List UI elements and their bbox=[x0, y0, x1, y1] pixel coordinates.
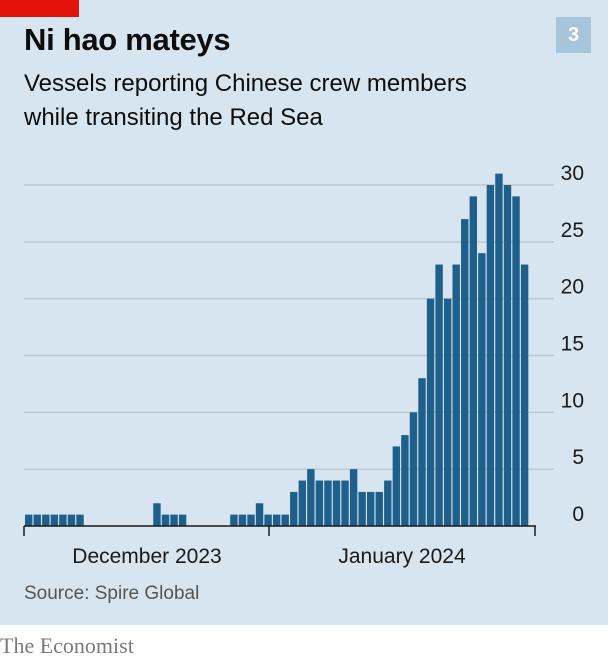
bar bbox=[272, 514, 281, 526]
bar bbox=[486, 185, 495, 526]
bar bbox=[469, 196, 477, 526]
y-tick-label: 30 bbox=[561, 162, 584, 185]
bar bbox=[59, 514, 67, 526]
bar-chart: 0 5 10 15 20 25 30 December 2023 January 2024 bbox=[23, 162, 584, 568]
bar bbox=[178, 514, 187, 526]
bar bbox=[443, 298, 452, 526]
bar bbox=[375, 491, 383, 526]
bar bbox=[315, 480, 324, 526]
bar bbox=[25, 514, 33, 526]
source-note: Source: Spire Global bbox=[24, 583, 200, 604]
bar bbox=[76, 514, 84, 526]
bar bbox=[238, 514, 247, 526]
bar bbox=[358, 491, 366, 526]
brand-red-tag bbox=[0, 0, 79, 17]
bar bbox=[298, 480, 306, 526]
bar bbox=[384, 480, 392, 526]
bar bbox=[461, 219, 469, 526]
bar bbox=[503, 185, 512, 526]
bar bbox=[264, 514, 272, 526]
bar bbox=[230, 514, 238, 526]
bar bbox=[170, 514, 178, 526]
x-tick-label: January 2024 bbox=[338, 545, 466, 568]
bar bbox=[495, 173, 503, 526]
x-tick-label: December 2023 bbox=[72, 545, 221, 568]
chart-title: Ni hao mateys bbox=[24, 22, 231, 57]
y-tick-label: 0 bbox=[572, 503, 584, 526]
bar bbox=[42, 514, 50, 526]
y-tick-label: 20 bbox=[561, 276, 584, 299]
bar bbox=[392, 446, 401, 526]
bar bbox=[307, 469, 315, 526]
chart-subtitle-line-1: Vessels reporting Chinese crew members bbox=[24, 70, 467, 97]
chart-subtitle-line-2: while transiting the Red Sea bbox=[24, 104, 323, 131]
bar bbox=[401, 435, 409, 526]
bar bbox=[161, 514, 170, 526]
bar bbox=[33, 514, 41, 526]
bar bbox=[409, 412, 418, 526]
y-tick-label: 10 bbox=[561, 389, 584, 412]
y-tick-label: 15 bbox=[561, 333, 584, 356]
bar bbox=[341, 480, 349, 526]
bar bbox=[290, 491, 298, 526]
tick-labels: 0 5 10 15 20 25 30 December 2023 January 2024 bbox=[72, 162, 584, 568]
bar bbox=[349, 469, 358, 526]
bar bbox=[324, 480, 332, 526]
bar bbox=[67, 514, 76, 526]
bar bbox=[50, 514, 59, 526]
bar bbox=[281, 514, 289, 526]
bar bbox=[426, 298, 435, 526]
bar bbox=[512, 196, 520, 526]
publisher-logo: The Economist bbox=[0, 633, 134, 658]
bar bbox=[418, 378, 426, 526]
bar bbox=[435, 264, 443, 526]
bar bbox=[367, 491, 375, 526]
bar bbox=[247, 514, 255, 526]
bar bbox=[332, 480, 341, 526]
x-axis bbox=[23, 525, 536, 536]
bar bbox=[255, 503, 264, 526]
bar bbox=[478, 253, 486, 526]
bar bbox=[520, 264, 529, 526]
chart-number-badge: 3 bbox=[556, 17, 591, 53]
y-tick-label: 5 bbox=[572, 446, 584, 469]
bar bbox=[153, 503, 161, 526]
y-tick-label: 25 bbox=[561, 219, 584, 242]
bar bbox=[452, 264, 460, 526]
bars bbox=[25, 173, 529, 526]
